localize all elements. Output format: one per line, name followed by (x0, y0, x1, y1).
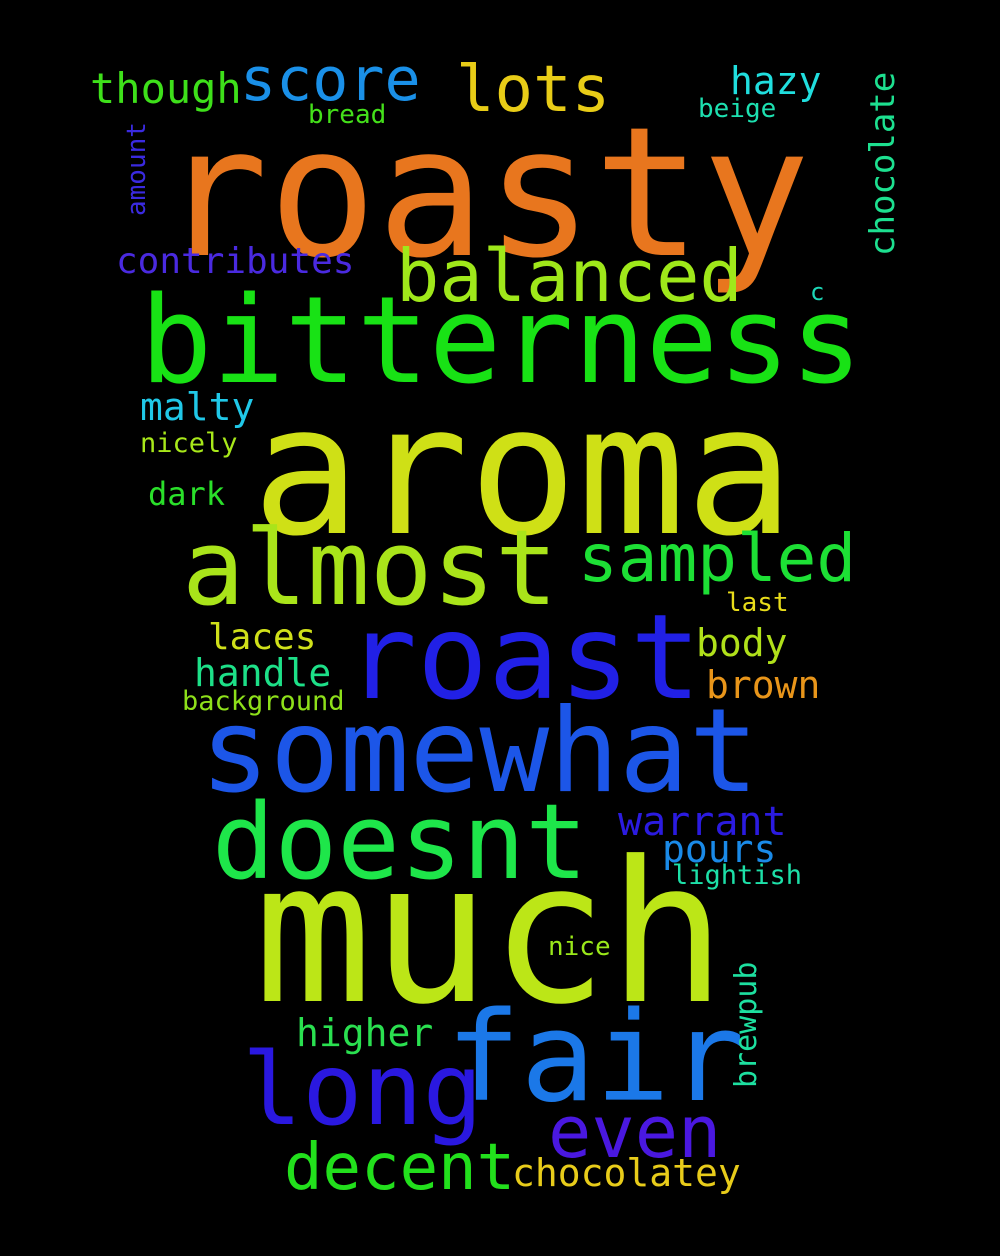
word-even: even (548, 1090, 722, 1174)
word-c: c (810, 278, 825, 306)
word-beige: beige (698, 94, 777, 124)
word-nicely: nicely (140, 428, 238, 459)
word-much: much (254, 820, 727, 1048)
word-malty: malty (140, 385, 255, 429)
word-bitterness: bitterness (140, 272, 863, 411)
word-lightish: lightish (672, 860, 803, 891)
word-roasty: roasty (160, 89, 811, 298)
word-amount: amount (122, 122, 152, 216)
word-fair: fair (446, 986, 745, 1130)
word-laces: laces (208, 617, 317, 658)
word-score: score (240, 45, 421, 115)
word-roast: roast (346, 588, 702, 726)
word-nice: nice (548, 932, 611, 962)
word-dark: dark (148, 475, 226, 513)
word-background: background (182, 686, 345, 717)
word-body: body (696, 621, 788, 665)
word-last: last (726, 588, 789, 618)
word-lots: lots (456, 53, 611, 127)
word-aroma: aroma (252, 367, 794, 576)
word-balanced: balanced (396, 234, 743, 318)
word-contributes: contributes (116, 241, 355, 282)
word-hazy: hazy (730, 59, 822, 103)
word-sampled: sampled (578, 520, 857, 597)
word-higher: higher (296, 1011, 434, 1055)
word-brewpub: brewpub (729, 961, 764, 1088)
word-though: though (90, 64, 242, 113)
word-almost: almost (182, 507, 558, 629)
word-bread: bread (308, 100, 387, 130)
word-decent: decent (284, 1131, 516, 1205)
word-brown: brown (706, 663, 821, 707)
word-chocolatey: chocolatey (512, 1151, 741, 1195)
word-doesnt: doesnt (212, 781, 588, 903)
word-somewhat: somewhat (200, 684, 759, 819)
word-warrant: warrant (618, 799, 787, 845)
word-pours: pours (662, 827, 777, 871)
word-long: long (242, 1031, 483, 1148)
word-chocolate: chocolate (863, 71, 903, 256)
word-handle: handle (194, 651, 332, 695)
